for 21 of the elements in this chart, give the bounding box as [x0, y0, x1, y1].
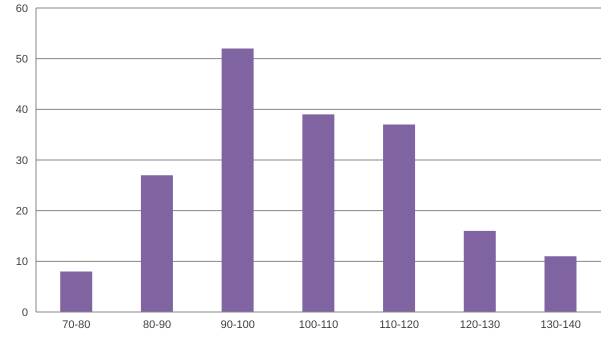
y-tick-label: 10 [16, 256, 28, 268]
x-tick-label: 80-90 [143, 318, 172, 331]
x-tick-label: 120-130 [460, 318, 500, 331]
x-tick-label: 100-110 [298, 318, 338, 331]
y-tick-label: 20 [16, 206, 28, 218]
bar [140, 175, 173, 312]
bar [544, 256, 576, 312]
bar [302, 114, 334, 312]
y-tick-label: 50 [16, 54, 28, 66]
x-tick-label: 110-120 [379, 318, 419, 331]
bar [464, 230, 496, 312]
y-tick-label: 60 [16, 2, 28, 15]
y-tick-label: 30 [16, 154, 28, 167]
x-tick-label: 70-80 [62, 318, 90, 331]
y-tick-label: 0 [22, 306, 28, 319]
bar [60, 271, 92, 312]
y-tick-label: 40 [16, 104, 28, 116]
x-tick-label: 90-100 [220, 318, 255, 331]
bar [222, 48, 254, 312]
bar [383, 124, 416, 312]
x-tick-label: 130-140 [540, 318, 581, 331]
